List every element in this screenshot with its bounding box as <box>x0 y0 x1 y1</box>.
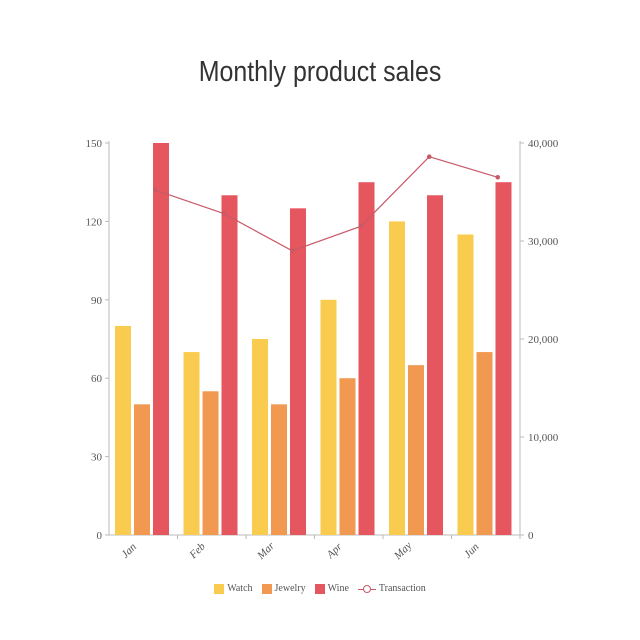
point-transaction-mar <box>289 248 295 254</box>
legend-label-jewelry: Jewelry <box>274 583 306 594</box>
point-transaction-may <box>426 154 432 160</box>
y-right-tick-label: 30,000 <box>528 236 559 248</box>
bar-jewelry-apr <box>339 378 356 535</box>
bar-watch-jun <box>457 234 474 535</box>
y-left-tick-label: 0 <box>97 530 103 542</box>
bar-wine-feb <box>221 195 238 535</box>
bar-wine-apr <box>358 182 375 535</box>
legend-line-marker-icon <box>357 584 376 594</box>
legend-item-transaction[interactable]: Transaction <box>357 583 426 594</box>
legend-label-transaction: Transaction <box>378 583 426 594</box>
y-left-tick-label: 60 <box>91 373 103 385</box>
bar-watch-may <box>389 221 405 535</box>
x-tick-label-jun: Jun <box>462 541 482 561</box>
legend-item-jewelry[interactable]: Jewelry <box>261 583 306 594</box>
x-tick-label-mar: Mar <box>254 539 277 562</box>
chart-legend: Watch Jewelry Wine Transaction <box>0 583 640 594</box>
bar-jewelry-jan <box>134 404 150 535</box>
bar-wine-may <box>427 195 443 535</box>
point-transaction-jan <box>152 187 158 193</box>
point-transaction-apr <box>358 224 364 229</box>
y-right-tick-label: 10,000 <box>528 432 559 444</box>
legend-swatch-wine <box>314 583 325 594</box>
legend-swatch-jewelry <box>261 583 272 594</box>
x-tick-label-apr: Apr <box>324 540 345 561</box>
legend-label-wine: Wine <box>327 583 349 594</box>
chart-title: Monthly product sales <box>198 56 442 88</box>
line-transaction <box>155 156 498 252</box>
bar-wine-mar <box>290 208 306 536</box>
y-left-tick-label: 30 <box>91 452 103 464</box>
point-transaction-feb <box>221 211 227 216</box>
x-tick-label-feb: Feb <box>187 540 209 562</box>
y-left-tick-label: 150 <box>86 138 103 150</box>
bar-jewelry-feb <box>202 391 219 535</box>
legend-item-watch[interactable]: Watch <box>214 583 253 594</box>
legend-item-wine[interactable]: Wine <box>314 583 349 594</box>
legend-swatch-watch <box>214 583 225 594</box>
x-tick-label-jan: Jan <box>119 541 139 561</box>
bar-watch-mar <box>252 339 268 535</box>
x-tick-label-may: May <box>391 540 414 563</box>
bar-watch-apr <box>320 299 337 535</box>
bar-watch-jan <box>115 325 131 535</box>
y-left-tick-label: 120 <box>86 216 103 228</box>
y-right-tick-label: 40,000 <box>528 138 559 150</box>
y-right-tick-label: 0 <box>528 530 534 542</box>
bar-wine-jun <box>495 182 512 535</box>
bar-jewelry-mar <box>271 404 287 535</box>
bar-jewelry-jun <box>476 352 493 535</box>
y-right-tick-label: 20,000 <box>528 334 559 346</box>
point-transaction-jun <box>495 175 501 180</box>
bar-wine-jan <box>153 143 169 535</box>
y-left-tick-label: 90 <box>91 295 103 307</box>
legend-label-watch: Watch <box>227 583 253 594</box>
bar-jewelry-may <box>408 365 424 535</box>
bar-watch-feb <box>183 352 200 535</box>
